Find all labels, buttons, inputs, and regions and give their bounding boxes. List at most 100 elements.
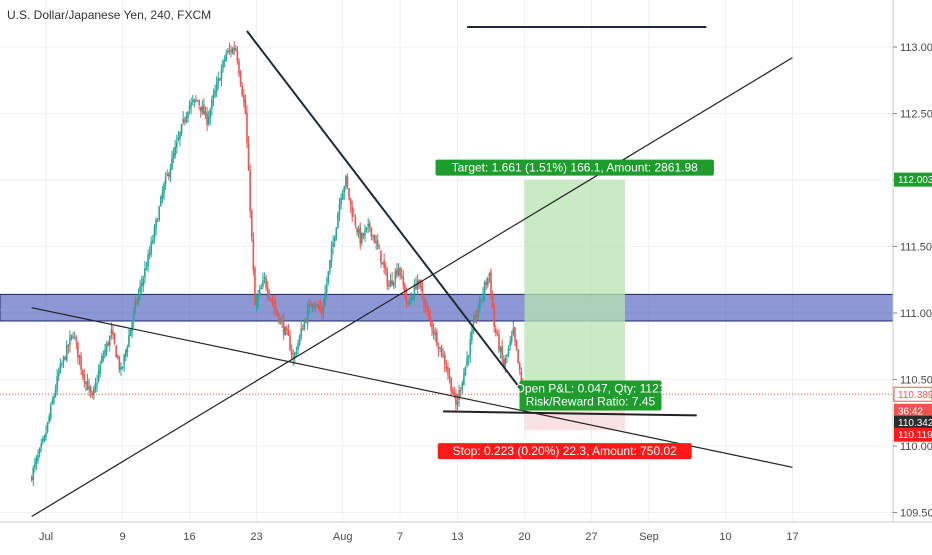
candle-body bbox=[305, 320, 307, 323]
candle-body bbox=[128, 335, 130, 347]
candle-body bbox=[518, 362, 521, 370]
price-tag: 110.342 bbox=[894, 415, 932, 430]
candle-body bbox=[131, 322, 133, 332]
candle-body bbox=[389, 280, 392, 287]
candle-body bbox=[196, 100, 199, 102]
candle-body bbox=[53, 396, 55, 402]
price-tag-label: 110.389 bbox=[898, 390, 932, 401]
candle-body bbox=[338, 204, 341, 215]
candle-body bbox=[480, 298, 483, 300]
candle-body bbox=[499, 347, 502, 352]
y-tick-label: 109.500 bbox=[900, 508, 932, 520]
candle-body bbox=[249, 171, 251, 211]
candle-body bbox=[225, 53, 228, 61]
x-tick-label: 17 bbox=[786, 531, 798, 543]
candle-body bbox=[113, 333, 116, 344]
candle-body bbox=[273, 302, 275, 308]
price-tag-bg bbox=[894, 415, 932, 430]
trendline-layer[interactable] bbox=[31, 26, 793, 518]
x-tick-label: 10 bbox=[719, 531, 731, 543]
candle-body bbox=[311, 303, 314, 309]
candle-body bbox=[38, 448, 41, 454]
candle-body bbox=[43, 435, 46, 441]
candle-body bbox=[412, 297, 414, 300]
candle-body bbox=[62, 356, 65, 362]
candle-body bbox=[265, 278, 267, 288]
candle-body bbox=[287, 329, 290, 337]
candle-body bbox=[124, 350, 127, 357]
candle-body bbox=[321, 308, 323, 315]
candle-body bbox=[158, 206, 161, 220]
candle-body bbox=[67, 345, 70, 347]
candle-body bbox=[48, 416, 50, 423]
candle-body bbox=[91, 392, 94, 396]
candle-body bbox=[220, 69, 223, 80]
candle-body bbox=[121, 366, 124, 368]
x-tick-label: 27 bbox=[585, 531, 597, 543]
candle-body bbox=[78, 355, 81, 359]
candle-body bbox=[262, 280, 264, 287]
candle-body bbox=[458, 390, 460, 401]
candle-body bbox=[271, 298, 274, 303]
y-tick-label: 110.000 bbox=[900, 441, 932, 453]
candle-body bbox=[286, 327, 288, 331]
candle-body bbox=[268, 294, 271, 298]
candle-body bbox=[187, 111, 189, 119]
candle-body bbox=[70, 334, 73, 339]
chart-title: U.S. Dollar/Japanese Yen, 240, FXCM bbox=[7, 8, 211, 22]
price-tag-bg bbox=[894, 403, 932, 418]
candle-body bbox=[400, 275, 403, 278]
candle-body bbox=[77, 342, 79, 357]
candle-body bbox=[447, 367, 449, 375]
candle-body bbox=[164, 176, 167, 184]
candle-body bbox=[450, 377, 452, 392]
candle-body bbox=[72, 336, 74, 338]
candle-body bbox=[351, 206, 354, 217]
candle-body bbox=[191, 100, 194, 102]
candle-body bbox=[354, 217, 357, 226]
trendline[interactable] bbox=[443, 410, 697, 417]
price-tag-label: 36:42 bbox=[898, 406, 923, 417]
trendline[interactable] bbox=[31, 57, 793, 518]
candle-body bbox=[453, 392, 456, 395]
candle-body bbox=[443, 354, 446, 365]
candle-body bbox=[32, 467, 35, 481]
candle-body bbox=[435, 331, 438, 345]
candle-body bbox=[316, 304, 318, 306]
candle-body bbox=[501, 346, 503, 359]
candle-body bbox=[144, 268, 146, 278]
candle-body bbox=[376, 240, 379, 247]
candle-body bbox=[479, 297, 481, 310]
price-tag-label: 112.003 bbox=[898, 175, 932, 186]
candle-body bbox=[324, 292, 326, 306]
candle-body bbox=[507, 347, 510, 354]
candle-body bbox=[34, 463, 36, 468]
price-tag: 36:42 bbox=[894, 403, 932, 418]
candle-body bbox=[319, 306, 322, 311]
candle-body bbox=[49, 405, 52, 419]
candle-body bbox=[292, 356, 295, 359]
candle-body bbox=[378, 247, 381, 249]
candle-body bbox=[384, 266, 387, 271]
candle-body bbox=[263, 277, 266, 279]
candle-body bbox=[303, 321, 306, 329]
candle-body bbox=[298, 335, 301, 345]
candle-body bbox=[451, 390, 454, 395]
candle-body bbox=[418, 280, 421, 283]
candle-body bbox=[466, 357, 468, 366]
candle-body bbox=[145, 268, 148, 270]
trendline[interactable] bbox=[246, 30, 526, 395]
candle-body bbox=[139, 286, 141, 293]
candle-body bbox=[346, 176, 349, 187]
candle-body bbox=[386, 271, 389, 286]
candle-body bbox=[230, 49, 232, 53]
trendline[interactable] bbox=[31, 307, 793, 468]
candle-body bbox=[295, 352, 298, 354]
candle-body bbox=[171, 157, 173, 170]
candle-body bbox=[65, 345, 68, 361]
candle-body bbox=[416, 280, 419, 290]
candle-body bbox=[105, 343, 108, 352]
candle-body bbox=[368, 222, 371, 228]
